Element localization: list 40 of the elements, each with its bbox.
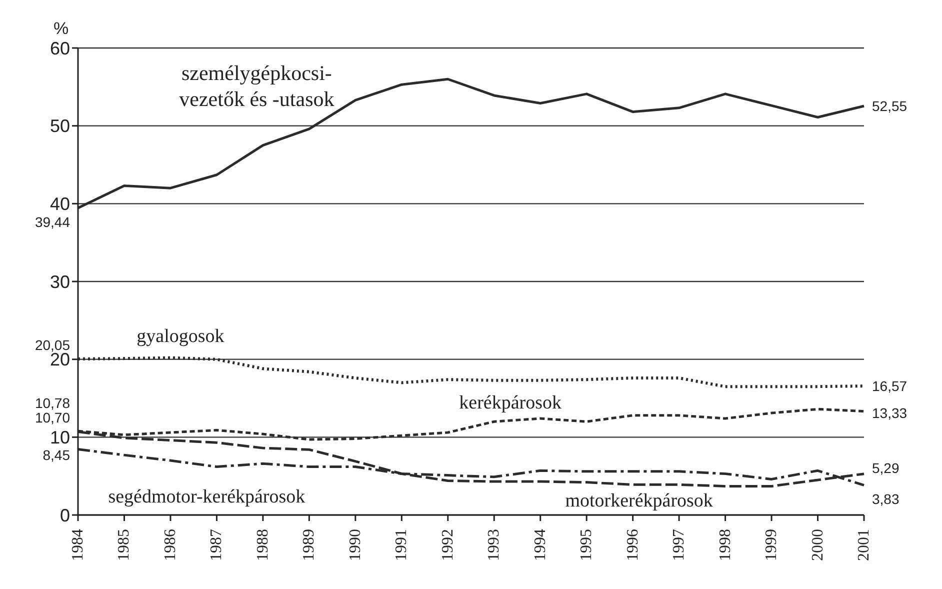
x-tick-label: 1995 — [578, 529, 596, 561]
x-tick-label: 1999 — [763, 529, 780, 561]
y-tick-label: 30 — [50, 272, 70, 292]
x-tick-label: 1986 — [162, 529, 179, 561]
data-label: 39,44 — [34, 214, 70, 230]
data-label: 10,70 — [34, 410, 70, 426]
data-label: 20,05 — [34, 336, 70, 353]
data-label: 16,57 — [872, 378, 908, 394]
x-tick-label: 1985 — [116, 529, 133, 561]
data-label: 3,83 — [872, 491, 900, 508]
x-tick-label: 1988 — [254, 529, 272, 561]
x-tick-label: 1991 — [393, 529, 410, 561]
y-tick-label: 10 — [50, 428, 70, 448]
data-label: 8,45 — [42, 447, 70, 464]
x-tick-label: 1992 — [439, 529, 456, 561]
x-tick-label: 1994 — [532, 529, 549, 561]
x-tick-label: 1997 — [670, 529, 688, 561]
x-tick-label: 1987 — [208, 529, 226, 561]
series-label: személygépkocsi-vezetők és -utasok — [179, 60, 335, 111]
x-tick-label: 1984 — [70, 529, 86, 561]
y-tick-label: 0 — [60, 505, 70, 526]
x-tick-label: 2000 — [809, 529, 826, 561]
series-label: gyalogosok — [136, 326, 225, 347]
x-tick-label: 1993 — [486, 529, 503, 561]
data-label: 10,78 — [34, 395, 70, 412]
y-tick-label: 50 — [50, 116, 70, 136]
x-tick-label: 1989 — [300, 529, 318, 561]
data-label: 52,55 — [872, 98, 908, 114]
x-tick-label: 1996 — [624, 529, 642, 561]
y-axis-title: % — [53, 19, 69, 38]
x-tick-label: 2001 — [856, 529, 872, 561]
data-label: 13,33 — [872, 405, 908, 422]
x-tick-label: 1990 — [346, 529, 364, 561]
y-tick-label: 40 — [50, 194, 70, 214]
y-tick-label: 60 — [50, 38, 70, 58]
data-label: 5,29 — [872, 460, 900, 476]
series-label: kerékpárosok — [459, 392, 562, 414]
series-label: segédmotor-kerékpárosok — [108, 486, 306, 508]
x-tick-label: 1998 — [716, 529, 734, 561]
series-label: motorkerékpárosok — [565, 490, 714, 512]
